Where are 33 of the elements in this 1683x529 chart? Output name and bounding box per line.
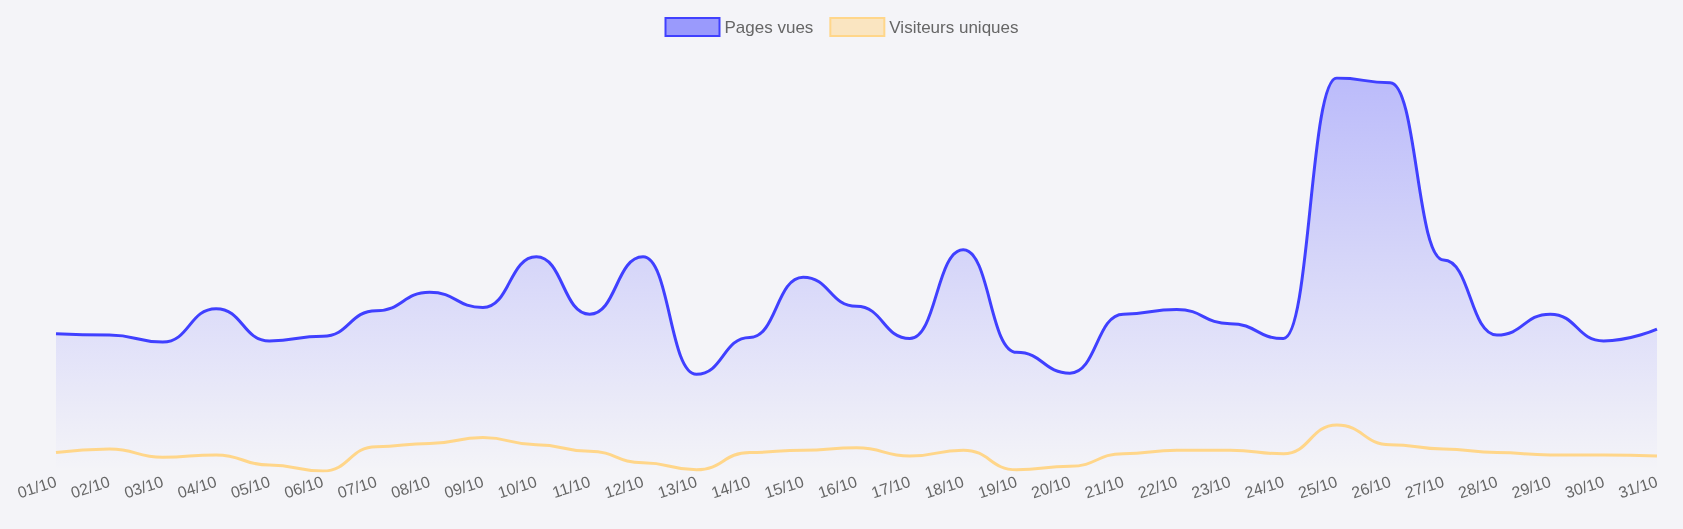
x-tick-label: 18/10: [922, 472, 966, 502]
x-tick-label: 30/10: [1562, 472, 1607, 502]
legend-label: Visiteurs uniques: [889, 17, 1019, 37]
x-tick-label: 31/10: [1616, 472, 1660, 502]
x-tick-label: 25/10: [1296, 472, 1340, 502]
x-tick-label: 16/10: [815, 472, 860, 502]
x-tick-label: 24/10: [1242, 472, 1287, 502]
x-tick-label: 21/10: [1082, 472, 1127, 502]
x-tick-label: 26/10: [1349, 472, 1393, 502]
x-tick-label: 29/10: [1509, 472, 1553, 502]
x-tick-label: 09/10: [442, 472, 486, 502]
x-tick-label: 04/10: [175, 472, 219, 502]
x-tick-label: 05/10: [228, 472, 273, 502]
x-tick-label: 14/10: [709, 472, 753, 502]
x-tick-label: 23/10: [1189, 472, 1233, 502]
x-tick-label: 11/10: [550, 472, 593, 502]
x-tick-label: 20/10: [1029, 472, 1073, 502]
legend-label: Pages vues: [724, 17, 814, 37]
x-tick-label: 13/10: [655, 472, 700, 502]
x-tick-label: 27/10: [1402, 472, 1447, 502]
x-tick-label: 01/10: [15, 472, 59, 502]
x-tick-label: 17/10: [869, 472, 913, 502]
x-tick-label: 02/10: [68, 472, 113, 502]
x-tick-label: 15/10: [762, 472, 806, 502]
x-tick-label: 08/10: [388, 472, 433, 502]
x-tick-label: 22/10: [1136, 472, 1180, 502]
x-tick-label: 07/10: [335, 472, 379, 502]
x-tick-label: 10/10: [495, 472, 540, 502]
x-tick-label: 28/10: [1456, 472, 1500, 502]
x-tick-label: 06/10: [282, 472, 326, 502]
x-tick-label: 19/10: [975, 472, 1020, 502]
x-tick-label: 03/10: [122, 472, 166, 502]
x-tick-label: 12/10: [602, 472, 646, 502]
